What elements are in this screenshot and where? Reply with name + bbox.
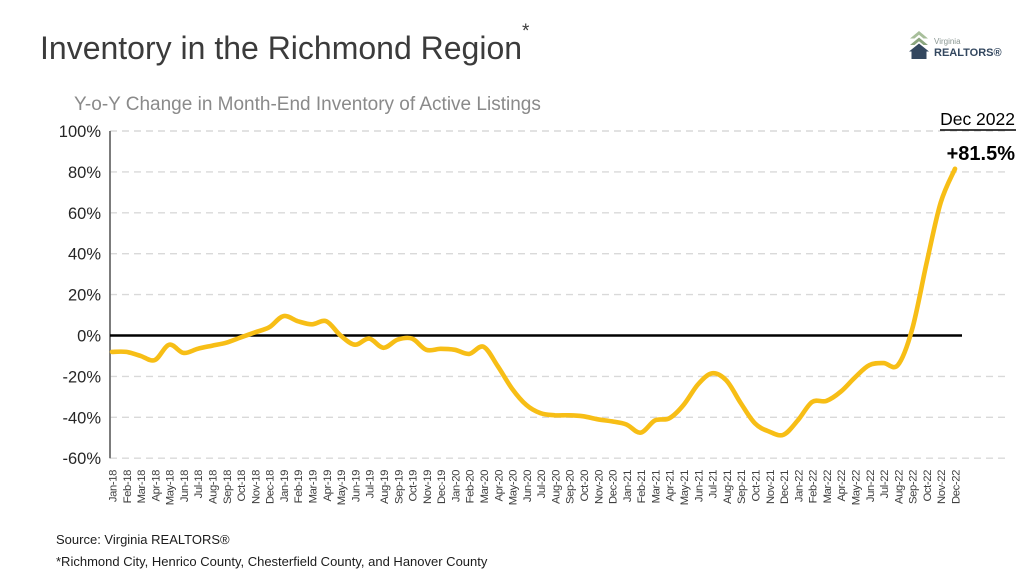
x-axis-label: Feb-21 — [636, 470, 648, 504]
y-axis-label: 80% — [68, 164, 101, 182]
trend-line — [109, 166, 958, 438]
x-axis-label: Sep-22 — [908, 470, 920, 504]
x-axis-label: Feb-18 — [122, 470, 134, 504]
page-title: Inventory in the Richmond Region* — [40, 21, 529, 67]
x-axis-label: Jun-19 — [350, 470, 362, 502]
x-axis-label: Apr-20 — [493, 470, 505, 502]
y-axis-label: -40% — [62, 409, 101, 427]
chart-title: Y-o-Y Change in Month-End Inventory of A… — [74, 94, 541, 115]
x-axis-label: Oct-22 — [922, 470, 934, 502]
y-axis-label: 60% — [68, 205, 101, 223]
x-axis-label: Aug-19 — [379, 470, 391, 504]
x-axis-label: Mar-18 — [136, 470, 148, 503]
title-footnote-marker: * — [522, 20, 530, 42]
x-axis-label: Jul-21 — [708, 470, 720, 498]
x-axis-label: Mar-20 — [479, 470, 491, 503]
x-axis-label: Jun-18 — [179, 470, 191, 502]
y-axis-label: 100% — [59, 123, 102, 141]
x-axis-label: Jan-22 — [793, 470, 805, 502]
coverage-note: *Richmond City, Henrico County, Chesterf… — [56, 554, 488, 569]
x-axis-label: Jul-18 — [193, 470, 205, 498]
x-axis-label: Dec-18 — [265, 470, 277, 504]
x-axis-label: May-22 — [850, 470, 862, 505]
x-axis-label: May-21 — [679, 470, 691, 505]
x-axis-label: Sep-18 — [222, 470, 234, 504]
x-axis-label: Aug-22 — [893, 470, 905, 504]
x-axis-label: Dec-20 — [608, 470, 620, 504]
x-axis-label: Dec-19 — [436, 470, 448, 504]
y-axis-label: -20% — [62, 368, 101, 386]
house-icon — [909, 31, 929, 59]
y-axis-label: -60% — [62, 450, 101, 468]
x-axis-label: Sep-20 — [565, 470, 577, 504]
x-axis-label: Jul-20 — [536, 470, 548, 498]
source-note: Source: Virginia REALTORS® — [56, 532, 230, 547]
x-axis-label: Apr-18 — [150, 470, 162, 502]
x-axis-label: Oct-19 — [408, 470, 420, 502]
x-axis-label: Mar-21 — [650, 470, 662, 503]
x-axis-label: Oct-18 — [236, 470, 248, 502]
y-axis-label: 0% — [77, 328, 101, 346]
x-axis-label: Jan-21 — [622, 470, 634, 502]
x-axis-label: Jun-20 — [522, 470, 534, 502]
y-axis-label: 20% — [68, 287, 101, 305]
y-axis-label: 40% — [68, 246, 101, 264]
x-axis-label: Jun-22 — [865, 470, 877, 502]
x-axis-label: Jan-18 — [108, 470, 120, 502]
x-axis-label: Apr-19 — [322, 470, 334, 502]
x-axis-label: Oct-20 — [579, 470, 591, 502]
x-axis-label: Nov-20 — [593, 470, 605, 504]
x-axis-label: Jul-22 — [879, 470, 891, 498]
x-axis-label: Mar-19 — [308, 470, 320, 503]
logo-text-realtors: REALTORS® — [934, 47, 1002, 59]
x-axis-label: Nov-19 — [422, 470, 434, 504]
virginia-realtors-logo: Virginia REALTORS® — [903, 28, 1019, 68]
x-axis-label: Dec-22 — [951, 470, 963, 504]
x-axis-label: Aug-18 — [208, 470, 220, 504]
annotation-date-label: Dec 2022 — [940, 109, 1015, 129]
x-axis-label: Jun-21 — [693, 470, 705, 502]
x-axis-label: Dec-21 — [779, 470, 791, 504]
page-title-text: Inventory in the Richmond Region — [40, 30, 523, 66]
x-axis-label: Jul-19 — [365, 470, 377, 498]
x-axis-label: Nov-22 — [936, 470, 948, 504]
logo-text-virginia: Virginia — [934, 37, 961, 46]
x-axis-label: Nov-21 — [765, 470, 777, 504]
x-axis-label: May-20 — [508, 470, 520, 505]
x-axis-label: Aug-21 — [722, 470, 734, 504]
x-axis-label: Oct-21 — [750, 470, 762, 502]
x-axis-label: Apr-22 — [836, 470, 848, 502]
x-axis-label: Aug-20 — [550, 470, 562, 504]
x-axis-label: May-19 — [336, 470, 348, 505]
x-axis-label: Mar-22 — [822, 470, 834, 503]
x-axis-label: Feb-22 — [808, 470, 820, 504]
x-axis-label: Jan-19 — [279, 470, 291, 502]
x-axis-label: Sep-21 — [736, 470, 748, 504]
x-axis-label: Apr-21 — [665, 470, 677, 502]
x-axis-label: Nov-18 — [250, 470, 262, 504]
x-axis-label: Feb-19 — [293, 470, 305, 504]
x-axis-label: Feb-20 — [465, 470, 477, 504]
x-axis-label: Jan-20 — [450, 470, 462, 502]
x-axis-label: Sep-19 — [393, 470, 405, 504]
x-axis-label: May-18 — [165, 470, 177, 505]
annotation-value-label: +81.5% — [947, 143, 1016, 165]
